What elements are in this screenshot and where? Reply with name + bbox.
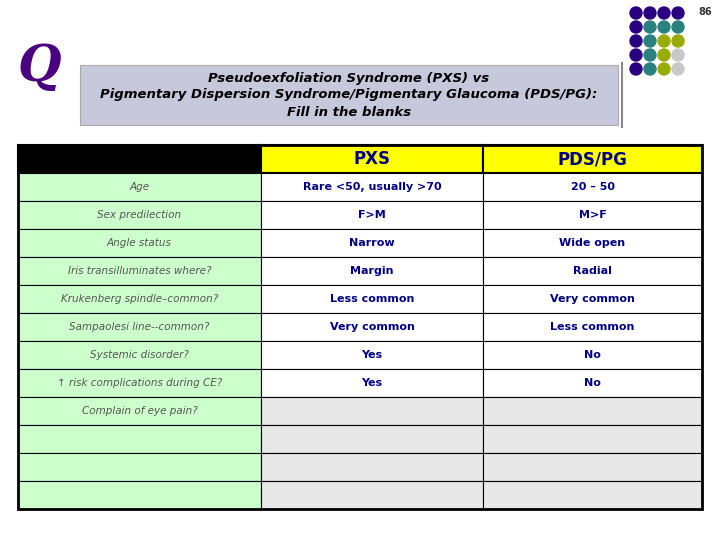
Text: Very common: Very common	[550, 294, 635, 304]
FancyBboxPatch shape	[261, 229, 483, 257]
FancyBboxPatch shape	[18, 313, 261, 341]
Text: Yes: Yes	[361, 378, 382, 388]
FancyBboxPatch shape	[261, 145, 483, 173]
Text: PDS/PG: PDS/PG	[557, 150, 628, 168]
Circle shape	[672, 49, 684, 61]
FancyBboxPatch shape	[483, 229, 702, 257]
Text: Margin: Margin	[350, 266, 394, 276]
FancyBboxPatch shape	[483, 145, 702, 173]
Text: 20 – 50: 20 – 50	[570, 182, 615, 192]
Text: Radial: Radial	[573, 266, 612, 276]
Circle shape	[658, 35, 670, 47]
Text: Wide open: Wide open	[559, 238, 626, 248]
Circle shape	[630, 21, 642, 33]
FancyBboxPatch shape	[261, 285, 483, 313]
Text: Systemic disorder?: Systemic disorder?	[90, 350, 189, 360]
Text: Rare <50, usually >70: Rare <50, usually >70	[302, 182, 441, 192]
Text: ↑ risk complications during CE?: ↑ risk complications during CE?	[57, 378, 222, 388]
FancyBboxPatch shape	[483, 341, 702, 369]
Circle shape	[630, 63, 642, 75]
Circle shape	[630, 7, 642, 19]
FancyBboxPatch shape	[483, 425, 702, 453]
FancyBboxPatch shape	[261, 257, 483, 285]
Circle shape	[630, 35, 642, 47]
FancyBboxPatch shape	[483, 173, 702, 201]
Text: Pigmentary Dispersion Syndrome/Pigmentary Glaucoma (PDS/PG):: Pigmentary Dispersion Syndrome/Pigmentar…	[100, 88, 598, 101]
FancyBboxPatch shape	[483, 453, 702, 481]
FancyBboxPatch shape	[483, 285, 702, 313]
Text: Narrow: Narrow	[349, 238, 395, 248]
Circle shape	[658, 63, 670, 75]
Text: Krukenberg spindle–common?: Krukenberg spindle–common?	[60, 294, 218, 304]
FancyBboxPatch shape	[261, 313, 483, 341]
Circle shape	[644, 35, 656, 47]
FancyBboxPatch shape	[261, 341, 483, 369]
Circle shape	[658, 21, 670, 33]
FancyBboxPatch shape	[483, 397, 702, 425]
FancyBboxPatch shape	[261, 369, 483, 397]
FancyBboxPatch shape	[261, 173, 483, 201]
FancyBboxPatch shape	[18, 201, 261, 229]
FancyBboxPatch shape	[18, 453, 261, 481]
FancyBboxPatch shape	[18, 369, 261, 397]
Text: Less common: Less common	[550, 322, 635, 332]
Text: Complain of eye pain?: Complain of eye pain?	[81, 406, 197, 416]
Circle shape	[644, 63, 656, 75]
FancyBboxPatch shape	[18, 257, 261, 285]
Text: M>F: M>F	[579, 210, 606, 220]
Text: Pseudoexfoliation Syndrome (PXS) vs: Pseudoexfoliation Syndrome (PXS) vs	[208, 72, 490, 85]
Circle shape	[658, 7, 670, 19]
Text: Fill in the blanks: Fill in the blanks	[287, 106, 411, 119]
FancyBboxPatch shape	[18, 481, 261, 509]
FancyBboxPatch shape	[261, 453, 483, 481]
Circle shape	[672, 35, 684, 47]
FancyBboxPatch shape	[18, 425, 261, 453]
Text: F>M: F>M	[358, 210, 386, 220]
Text: Sampaolesi line--common?: Sampaolesi line--common?	[69, 322, 210, 332]
Text: Less common: Less common	[330, 294, 414, 304]
Text: Very common: Very common	[330, 322, 415, 332]
FancyBboxPatch shape	[483, 201, 702, 229]
FancyBboxPatch shape	[261, 425, 483, 453]
FancyBboxPatch shape	[18, 397, 261, 425]
FancyBboxPatch shape	[18, 145, 261, 173]
Text: Age: Age	[130, 182, 150, 192]
Text: PXS: PXS	[354, 150, 390, 168]
FancyBboxPatch shape	[18, 341, 261, 369]
Text: Yes: Yes	[361, 350, 382, 360]
FancyBboxPatch shape	[483, 369, 702, 397]
FancyBboxPatch shape	[261, 397, 483, 425]
FancyBboxPatch shape	[18, 173, 261, 201]
Circle shape	[630, 49, 642, 61]
FancyBboxPatch shape	[261, 481, 483, 509]
FancyBboxPatch shape	[18, 285, 261, 313]
Circle shape	[672, 63, 684, 75]
FancyBboxPatch shape	[483, 313, 702, 341]
FancyBboxPatch shape	[483, 257, 702, 285]
FancyBboxPatch shape	[80, 65, 618, 125]
FancyBboxPatch shape	[261, 201, 483, 229]
Circle shape	[672, 7, 684, 19]
Text: Angle status: Angle status	[107, 238, 172, 248]
Circle shape	[672, 21, 684, 33]
Text: No: No	[584, 378, 601, 388]
FancyBboxPatch shape	[483, 481, 702, 509]
Text: 86: 86	[698, 7, 712, 17]
FancyBboxPatch shape	[18, 229, 261, 257]
Circle shape	[644, 21, 656, 33]
Circle shape	[658, 49, 670, 61]
Text: Q: Q	[18, 43, 61, 92]
Text: No: No	[584, 350, 601, 360]
Text: Iris transilluminates where?: Iris transilluminates where?	[68, 266, 211, 276]
Text: Sex predilection: Sex predilection	[97, 210, 181, 220]
Circle shape	[644, 49, 656, 61]
Circle shape	[644, 7, 656, 19]
